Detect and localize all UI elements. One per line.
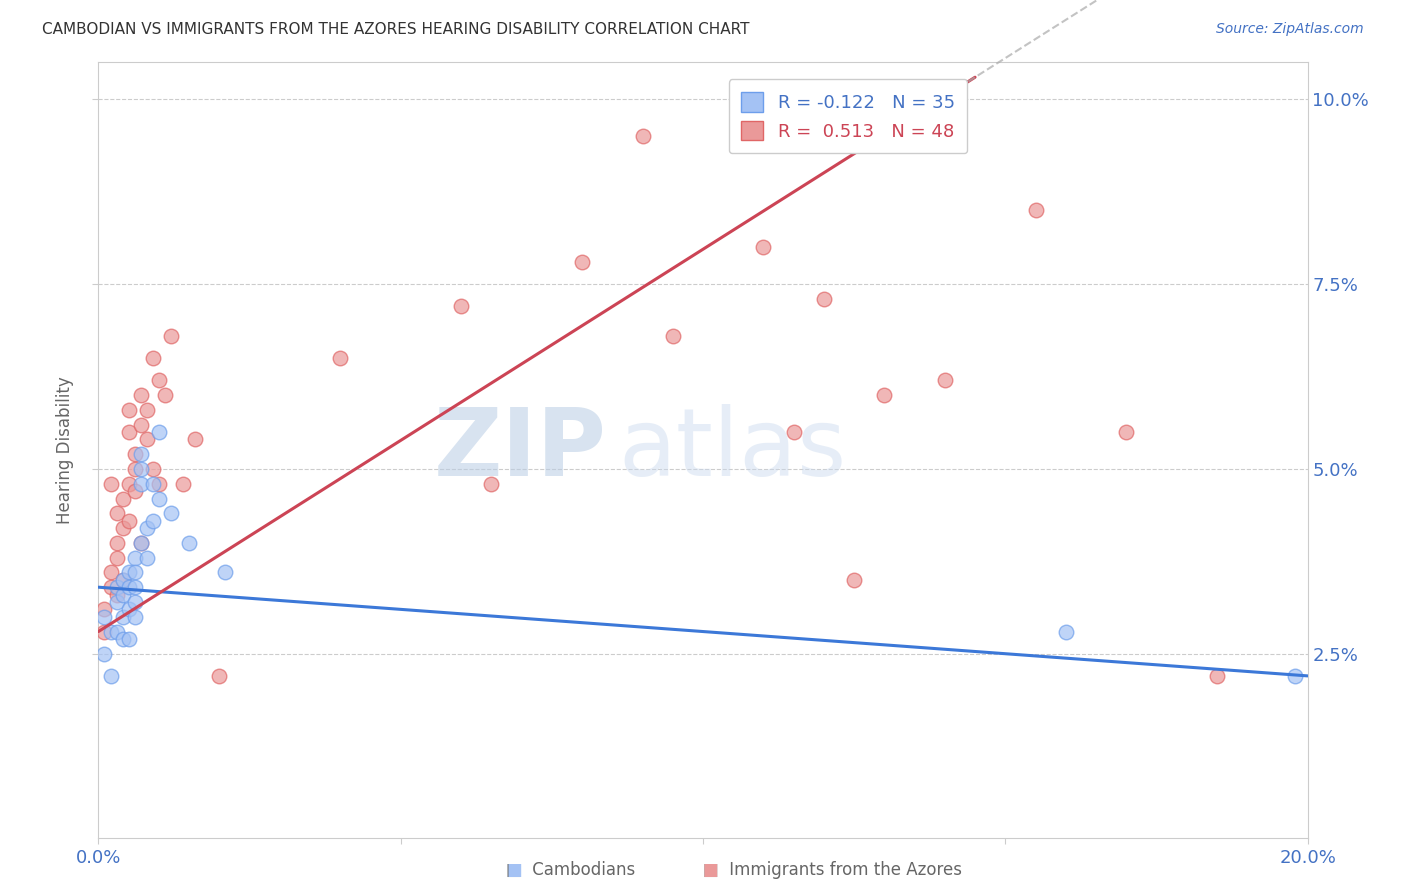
Point [184, 433, 207, 447]
Point [148, 491, 170, 506]
Point [481, 476, 503, 491]
Point [124, 484, 146, 499]
Point [105, 595, 128, 609]
Point [450, 299, 472, 313]
Point [214, 566, 236, 580]
Point [93, 647, 115, 661]
Point [100, 669, 122, 683]
Point [118, 580, 141, 594]
Point [111, 588, 134, 602]
Point [135, 433, 157, 447]
Point [100, 624, 122, 639]
Point [105, 588, 128, 602]
Point [179, 536, 201, 550]
Point [124, 550, 146, 565]
Point [813, 292, 835, 306]
Legend: R = -0.122   N = 35, R =  0.513   N = 48: R = -0.122 N = 35, R = 0.513 N = 48 [728, 79, 967, 153]
Point [129, 462, 152, 476]
Point [124, 462, 146, 476]
Point [142, 476, 165, 491]
Point [129, 447, 152, 461]
Point [93, 609, 115, 624]
Point [100, 476, 122, 491]
Point [124, 595, 146, 609]
Point [631, 129, 654, 144]
Point [105, 624, 128, 639]
Point [160, 506, 183, 520]
Point [135, 521, 157, 535]
Point [661, 329, 683, 343]
Point [172, 476, 194, 491]
Point [142, 351, 165, 365]
Point [135, 550, 157, 565]
Text: atlas: atlas [619, 404, 846, 497]
Point [752, 240, 775, 254]
Point [1054, 624, 1077, 639]
Point [100, 566, 122, 580]
Point [111, 491, 134, 506]
Point [100, 580, 122, 594]
Point [129, 536, 152, 550]
Point [1284, 669, 1306, 683]
Point [153, 388, 176, 402]
Point [129, 417, 152, 432]
Point [105, 536, 128, 550]
Point [105, 550, 128, 565]
Point [142, 462, 165, 476]
Text: ■  Immigrants from the Azores: ■ Immigrants from the Azores [703, 861, 962, 879]
Point [118, 514, 141, 528]
Point [129, 536, 152, 550]
Point [160, 329, 183, 343]
Point [148, 373, 170, 387]
Text: Source: ZipAtlas.com: Source: ZipAtlas.com [1216, 22, 1364, 37]
Point [124, 447, 146, 461]
Point [783, 425, 806, 439]
Point [934, 373, 956, 387]
Point [93, 602, 115, 616]
Point [118, 632, 141, 646]
Point [124, 566, 146, 580]
Text: ■: ■ [506, 861, 522, 879]
Point [873, 388, 896, 402]
Point [129, 388, 152, 402]
Text: ZIP: ZIP [433, 404, 606, 497]
Point [329, 351, 352, 365]
Point [118, 566, 141, 580]
Point [105, 580, 128, 594]
Text: ■  Cambodians: ■ Cambodians [506, 861, 636, 879]
Point [1115, 425, 1137, 439]
Point [148, 476, 170, 491]
Point [111, 573, 134, 587]
Text: ■: ■ [703, 861, 718, 879]
Y-axis label: Hearing Disability: Hearing Disability [56, 376, 75, 524]
Text: CAMBODIAN VS IMMIGRANTS FROM THE AZORES HEARING DISABILITY CORRELATION CHART: CAMBODIAN VS IMMIGRANTS FROM THE AZORES … [42, 22, 749, 37]
Point [111, 632, 134, 646]
Point [118, 402, 141, 417]
Point [111, 521, 134, 535]
Point [111, 573, 134, 587]
Point [124, 580, 146, 594]
Point [1206, 669, 1229, 683]
Point [135, 402, 157, 417]
Point [148, 425, 170, 439]
Point [118, 476, 141, 491]
Point [571, 255, 593, 269]
Point [129, 476, 152, 491]
Point [118, 425, 141, 439]
Point [142, 514, 165, 528]
Point [93, 624, 115, 639]
Point [105, 506, 128, 520]
Point [124, 609, 146, 624]
Point [111, 609, 134, 624]
Point [208, 669, 231, 683]
Point [844, 573, 866, 587]
Point [1024, 203, 1046, 218]
Point [118, 602, 141, 616]
